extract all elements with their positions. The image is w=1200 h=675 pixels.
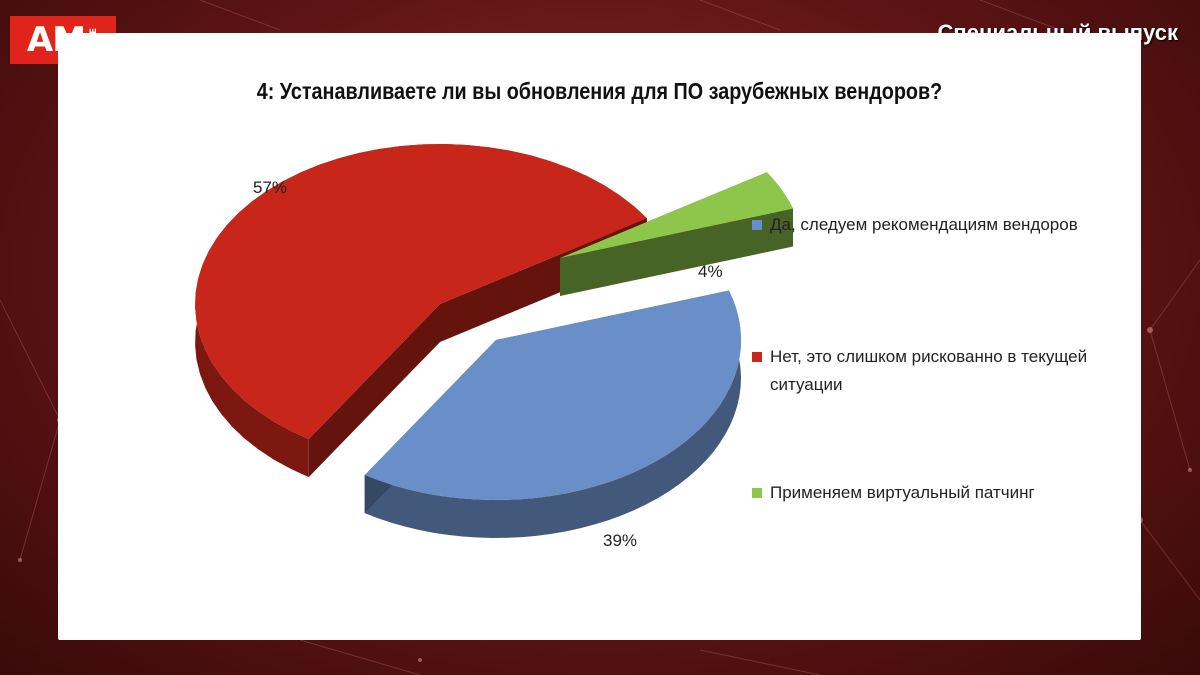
legend-item-no: Нет, это слишком рискованно в текущей си… bbox=[752, 343, 1112, 399]
slice-virtual-patching-edge bbox=[560, 208, 794, 296]
chart-slide: 4: Устанавливаете ли вы обновления для П… bbox=[58, 33, 1141, 640]
slice-virtual-patching bbox=[560, 172, 793, 258]
legend-swatch bbox=[752, 352, 762, 362]
data-label-slice-no: 57% bbox=[253, 178, 287, 197]
data-label-slice-virtual-patching: 4% bbox=[698, 262, 723, 281]
legend-swatch bbox=[752, 488, 762, 498]
legend-item-virtual-patching: Применяем виртуальный патчинг bbox=[752, 479, 1035, 507]
legend-swatch bbox=[752, 220, 762, 230]
pie-chart: 39% 57% 4% bbox=[195, 144, 794, 550]
legend-label: Да, следуем рекомендациям вендоров bbox=[770, 215, 1078, 234]
slice-no-edge bbox=[308, 304, 440, 478]
slice-no bbox=[195, 144, 647, 440]
slice-yes-side bbox=[364, 290, 741, 538]
slice-yes bbox=[364, 290, 741, 500]
data-label-slice-yes: 39% bbox=[603, 531, 637, 550]
legend-item-yes: Да, следуем рекомендациям вендоров bbox=[752, 211, 1078, 239]
legend-label: Нет, это слишком рискованно в текущей си… bbox=[770, 347, 1088, 394]
legend-label: Применяем виртуальный патчинг bbox=[770, 483, 1035, 502]
chart-title: 4: Устанавливаете ли вы обновления для П… bbox=[256, 78, 943, 104]
